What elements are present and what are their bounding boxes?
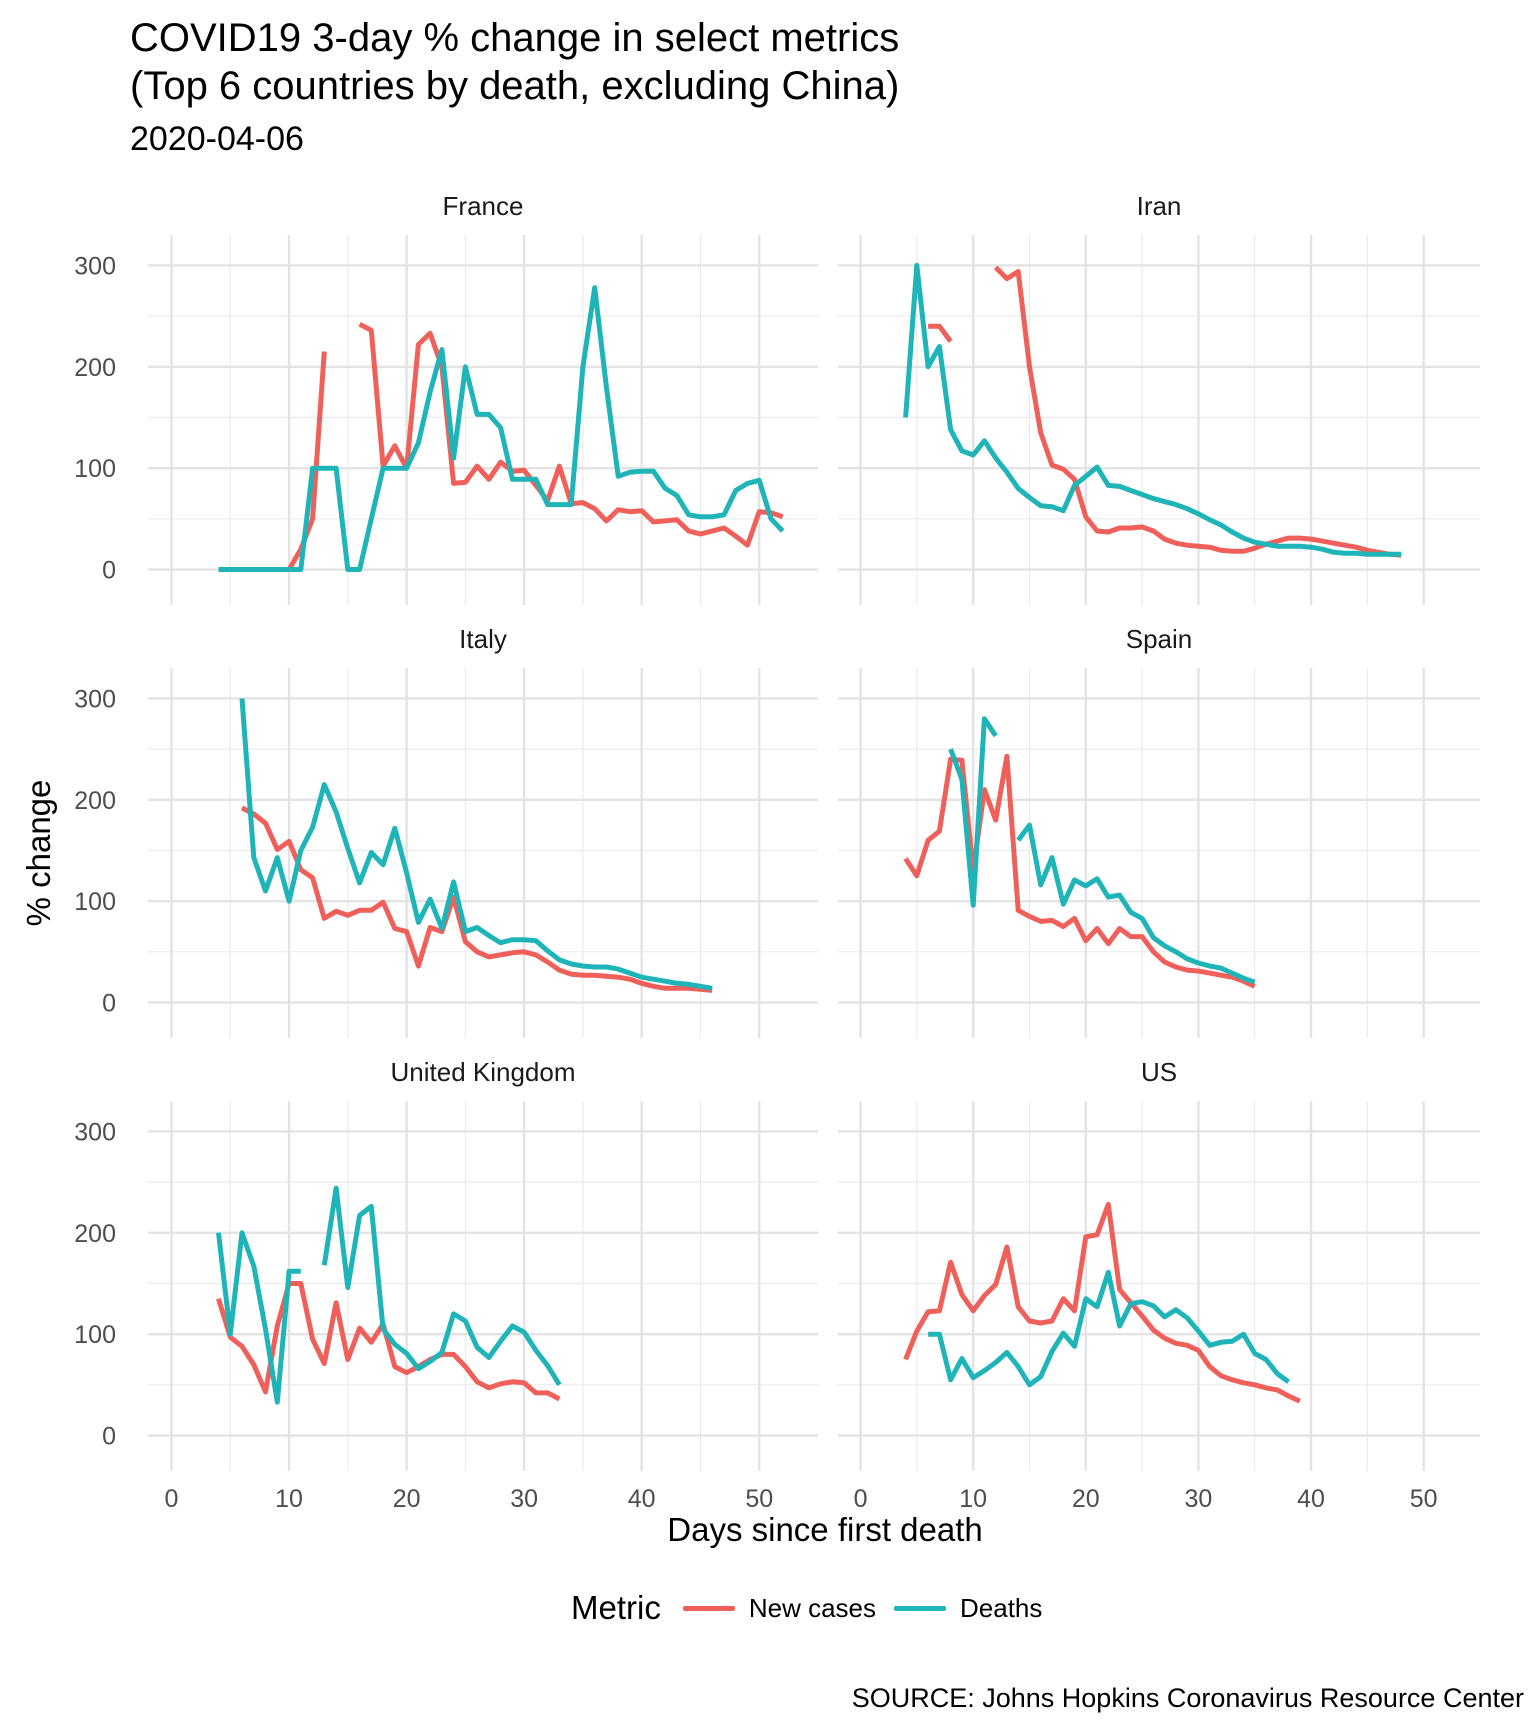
chart-title-line-2: (Top 6 countries by death, excluding Chi… xyxy=(130,64,900,108)
panel-strip-label: Spain xyxy=(1126,624,1193,654)
source-note: SOURCE: Johns Hopkins Coronavirus Resour… xyxy=(851,1683,1524,1713)
series-line-deaths xyxy=(216,1230,301,1405)
y-tick-label: 100 xyxy=(74,1321,116,1349)
y-tick-label: 0 xyxy=(102,990,116,1018)
legend: Metric New cases Deaths xyxy=(571,1580,1060,1636)
legend-item-deaths: Deaths xyxy=(894,1593,1042,1624)
y-tick-label: 200 xyxy=(74,354,116,382)
series-line-deaths xyxy=(928,1269,1290,1388)
series-line-deaths xyxy=(321,1185,562,1387)
x-tick-label: 10 xyxy=(275,1485,303,1513)
x-tick-label: 40 xyxy=(1297,1485,1325,1513)
chart-subtitle: 2020-04-06 xyxy=(130,120,304,158)
panel-united-kingdom: United Kingdom 0 100 200 300 0 10 20 30 40 50 xyxy=(74,1057,818,1513)
series-line-new-cases xyxy=(903,1201,1301,1404)
series-line-deaths xyxy=(1016,822,1256,985)
panel-strip-label: United Kingdom xyxy=(391,1057,576,1087)
x-tick-label: 0 xyxy=(854,1485,868,1513)
chart-title-line-1: COVID19 3-day % change in select metrics xyxy=(130,16,900,60)
series-line-new-cases xyxy=(216,1281,561,1402)
legend-key-deaths xyxy=(894,1605,946,1611)
legend-label-deaths: Deaths xyxy=(960,1592,1043,1623)
y-tick-label: 300 xyxy=(74,252,116,280)
legend-key-new-cases xyxy=(682,1605,735,1611)
x-tick-label: 30 xyxy=(1185,1485,1213,1513)
y-tick-label: 300 xyxy=(74,685,116,713)
y-axis-title: % change xyxy=(20,780,57,927)
x-axis-title: Days since first death xyxy=(667,1511,982,1548)
x-tick-label: 20 xyxy=(1072,1485,1100,1513)
x-tick-label: 50 xyxy=(1410,1485,1438,1513)
series-line-deaths xyxy=(239,698,713,991)
legend-title: Metric xyxy=(571,1589,661,1626)
y-tick-label: 300 xyxy=(74,1118,116,1146)
panel-strip-label: US xyxy=(1141,1057,1177,1087)
x-tick-label: 0 xyxy=(165,1485,179,1513)
legend-item-new-cases: New cases xyxy=(682,1592,876,1624)
panel-strip-label: Italy xyxy=(459,624,507,654)
y-tick-label: 0 xyxy=(102,557,116,585)
series-line-new-cases xyxy=(218,351,327,572)
panel-italy: Italy 0 100 200 300 xyxy=(74,624,818,1038)
panel-spain: Spain xyxy=(838,624,1480,1038)
x-tick-label: 50 xyxy=(745,1485,773,1513)
x-tick-label: 10 xyxy=(959,1485,987,1513)
legend-label-new-cases: New cases xyxy=(748,1592,876,1623)
panel-iran: Iran xyxy=(838,191,1480,605)
panel-us: US 0 10 20 30 40 50 xyxy=(838,1057,1480,1513)
x-tick-label: 30 xyxy=(510,1485,538,1513)
series-line-new-cases xyxy=(928,323,953,343)
series-line-new-cases xyxy=(993,265,1402,558)
panel-strip-label: Iran xyxy=(1137,191,1182,221)
y-tick-label: 100 xyxy=(74,888,116,916)
chart-title: COVID19 3-day % change in select metrics… xyxy=(130,14,899,110)
series-line-new-cases xyxy=(358,321,784,548)
series-line-new-cases xyxy=(240,805,713,993)
y-tick-label: 0 xyxy=(102,1423,116,1451)
panel-france: France 0 100 200 300 xyxy=(74,191,818,605)
x-tick-label: 20 xyxy=(393,1485,421,1513)
panel-strip-label: France xyxy=(443,191,524,221)
x-tick-label: 40 xyxy=(628,1485,656,1513)
series-line-deaths xyxy=(948,716,998,908)
y-tick-label: 100 xyxy=(74,455,116,483)
y-tick-label: 200 xyxy=(74,787,116,815)
series-line-deaths xyxy=(903,262,1402,557)
series-line-deaths xyxy=(218,285,785,572)
y-tick-label: 200 xyxy=(74,1220,116,1248)
